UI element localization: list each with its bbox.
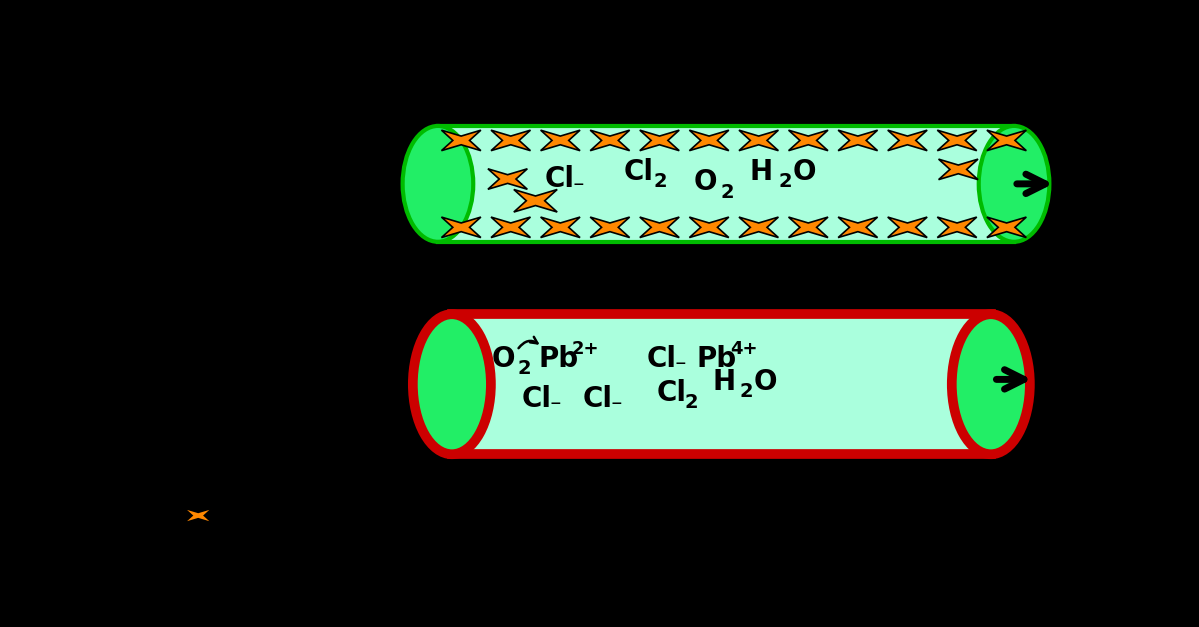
- PathPatch shape: [640, 217, 679, 238]
- Text: 2: 2: [740, 382, 753, 401]
- Text: Cl: Cl: [623, 158, 653, 186]
- PathPatch shape: [739, 130, 778, 150]
- PathPatch shape: [183, 508, 212, 523]
- Text: H: H: [712, 368, 735, 396]
- PathPatch shape: [789, 217, 829, 238]
- Text: Cl: Cl: [583, 385, 613, 413]
- PathPatch shape: [488, 169, 528, 189]
- PathPatch shape: [838, 217, 878, 238]
- PathPatch shape: [939, 159, 978, 179]
- Text: 4+: 4+: [730, 340, 758, 359]
- PathPatch shape: [541, 217, 580, 238]
- Bar: [438, 126, 1014, 242]
- Text: O: O: [492, 345, 516, 373]
- Ellipse shape: [412, 314, 490, 454]
- Ellipse shape: [952, 314, 1030, 454]
- PathPatch shape: [441, 217, 481, 238]
- Text: 2: 2: [653, 172, 667, 191]
- Text: 2+: 2+: [572, 340, 600, 359]
- PathPatch shape: [441, 130, 481, 150]
- PathPatch shape: [541, 130, 580, 150]
- FancyArrowPatch shape: [518, 337, 537, 348]
- Text: 2: 2: [778, 172, 791, 191]
- PathPatch shape: [938, 130, 977, 150]
- PathPatch shape: [987, 217, 1026, 238]
- Text: ⁻: ⁻: [610, 398, 622, 418]
- PathPatch shape: [689, 217, 729, 238]
- Text: ⁻: ⁻: [549, 398, 561, 418]
- Text: 2: 2: [518, 359, 531, 378]
- PathPatch shape: [492, 130, 530, 150]
- Text: O: O: [693, 169, 717, 196]
- Ellipse shape: [978, 126, 1049, 242]
- PathPatch shape: [838, 130, 878, 150]
- Text: H: H: [749, 158, 772, 186]
- Text: Pb: Pb: [697, 345, 736, 373]
- PathPatch shape: [887, 130, 927, 150]
- Text: Cl: Cl: [522, 385, 552, 413]
- Text: 2: 2: [721, 183, 734, 202]
- PathPatch shape: [492, 217, 530, 238]
- Text: ⁻: ⁻: [573, 179, 584, 199]
- PathPatch shape: [590, 130, 629, 150]
- PathPatch shape: [590, 217, 629, 238]
- Text: ⁻: ⁻: [675, 358, 687, 378]
- PathPatch shape: [987, 130, 1026, 150]
- Text: Pb: Pb: [538, 345, 578, 373]
- PathPatch shape: [739, 217, 778, 238]
- Text: Cl: Cl: [544, 165, 574, 193]
- Text: O: O: [754, 368, 777, 396]
- PathPatch shape: [789, 130, 829, 150]
- Text: O: O: [793, 158, 817, 186]
- PathPatch shape: [514, 189, 558, 212]
- PathPatch shape: [689, 130, 729, 150]
- PathPatch shape: [938, 217, 977, 238]
- Ellipse shape: [403, 126, 474, 242]
- Text: Cl: Cl: [656, 379, 686, 407]
- PathPatch shape: [887, 217, 927, 238]
- Text: 2: 2: [685, 393, 698, 412]
- Bar: [452, 314, 990, 454]
- PathPatch shape: [640, 130, 679, 150]
- Text: Cl: Cl: [647, 345, 677, 373]
